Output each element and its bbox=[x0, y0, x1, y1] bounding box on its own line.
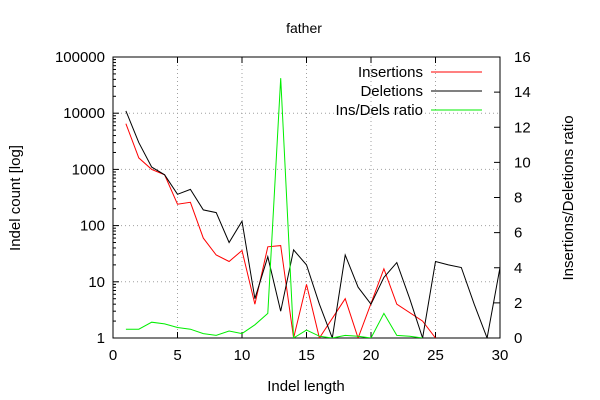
y2-tick-label: 10 bbox=[514, 154, 531, 171]
legend: Insertions Deletions Ins/Dels ratio bbox=[335, 64, 482, 119]
axis-ticks: 0 5 10 15 20 25 30 1 10 100 1000 10000 100000 0 2 4 6 8 10… bbox=[55, 49, 531, 364]
y-tick-label: 10 bbox=[88, 274, 105, 291]
x-tick-label: 25 bbox=[427, 347, 444, 364]
series-line-deletions bbox=[125, 110, 500, 338]
legend-label-insertions: Insertions bbox=[358, 64, 423, 81]
y2-tick-label: 8 bbox=[514, 190, 522, 207]
x-tick-label: 0 bbox=[109, 347, 117, 364]
y2-tick-label: 6 bbox=[514, 225, 522, 242]
series-line-insertions bbox=[125, 123, 436, 338]
y-tick-label: 1000 bbox=[72, 161, 105, 178]
y-tick-label: 100000 bbox=[55, 49, 105, 66]
x-tick-label: 5 bbox=[173, 347, 181, 364]
y2-tick-label: 0 bbox=[514, 330, 522, 347]
y2-tick-label: 16 bbox=[514, 49, 531, 66]
y2-tick-label: 4 bbox=[514, 260, 522, 277]
y-axis-label: Indel count [log] bbox=[7, 145, 24, 251]
x-tick-label: 10 bbox=[234, 347, 251, 364]
y-tick-label: 10000 bbox=[63, 105, 105, 122]
chart-title: father bbox=[286, 20, 322, 36]
y-tick-label: 1 bbox=[97, 330, 105, 347]
series-lines bbox=[125, 78, 500, 338]
y-tick-label: 100 bbox=[80, 218, 105, 235]
x-tick-label: 20 bbox=[363, 347, 380, 364]
legend-label-deletions: Deletions bbox=[360, 83, 423, 100]
x-tick-label: 30 bbox=[492, 347, 509, 364]
y2-tick-label: 14 bbox=[514, 84, 531, 101]
grid-lines bbox=[113, 57, 500, 338]
y2-tick-label: 12 bbox=[514, 119, 531, 136]
y2-tick-label: 2 bbox=[514, 295, 522, 312]
y2-axis-label: Insertions/Deletions ratio bbox=[560, 115, 577, 280]
legend-label-ins-dels-ratio: Ins/Dels ratio bbox=[335, 102, 423, 119]
series-line-ins-dels-ratio bbox=[125, 78, 423, 338]
x-axis-label: Indel length bbox=[267, 378, 345, 395]
x-tick-label: 15 bbox=[298, 347, 315, 364]
